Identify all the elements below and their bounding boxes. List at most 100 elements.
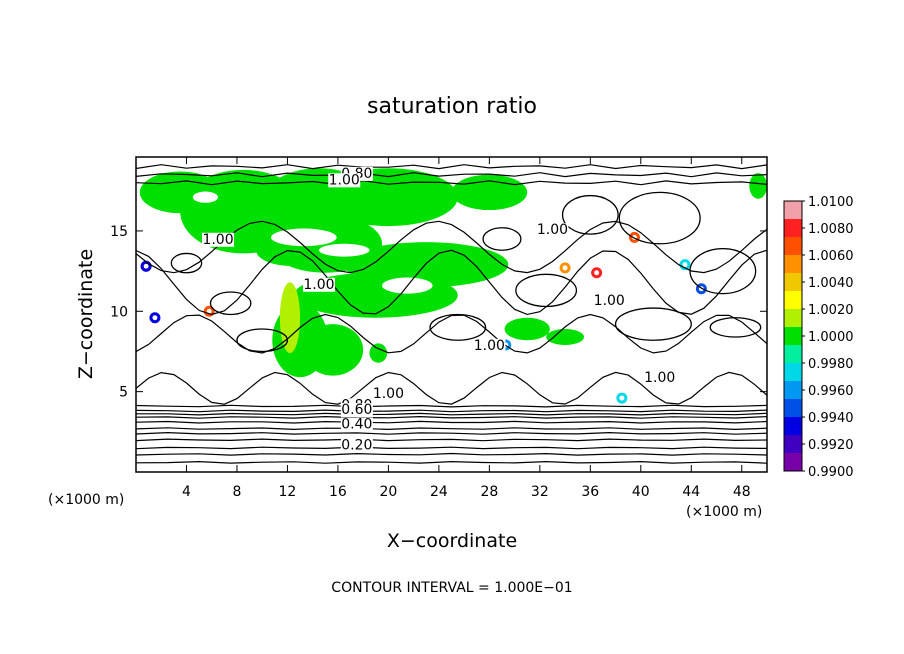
contour-line: [136, 172, 767, 178]
y-tick-label: 10: [110, 304, 128, 320]
x-tick-label: 8: [232, 484, 241, 500]
contour-label: 1.00: [329, 172, 360, 188]
contour-label: 0.40: [341, 417, 372, 433]
x-tick-label: 36: [581, 484, 599, 500]
subsaturated-hole: [192, 191, 219, 203]
contour-label-bg: [372, 387, 405, 402]
contour-cell: [236, 328, 289, 353]
colorbar-label: 0.9960: [808, 384, 854, 399]
x-tick-label: 44: [682, 484, 700, 500]
contour-label-bg: [643, 371, 676, 385]
x-tick-label: 4: [182, 484, 191, 500]
contour-cell: [614, 307, 692, 341]
contour-line: [136, 180, 767, 186]
supersaturated-region: [451, 174, 528, 211]
supersaturated-region: [302, 324, 364, 376]
contour-line: [136, 431, 767, 435]
contour-line: [136, 427, 767, 431]
colorbar-swatch: [784, 345, 802, 364]
contour-line: [136, 412, 767, 416]
contour-label: 0.60: [341, 402, 372, 418]
colorbar-label: 1.0080: [808, 222, 854, 237]
x-tick-label: 28: [480, 484, 498, 500]
colorbar-swatch: [784, 435, 802, 454]
rim-spot: [616, 392, 628, 404]
x-tick-label: 48: [733, 484, 751, 500]
x-tick-label: 20: [379, 484, 397, 500]
subsaturated-hole: [318, 243, 370, 257]
colorbar: 1.0100 1.0080 1.0060 1.0040 1.0020 1.0000 0.99…: [783, 195, 854, 480]
colorbar-label: 0.9900: [808, 465, 854, 480]
colorbar-label: 1.0060: [808, 249, 854, 264]
x-tick-label: 24: [430, 484, 448, 500]
colorbar-swatch: [784, 201, 802, 220]
rim-spot: [591, 267, 603, 279]
colorbar-swatch: [784, 219, 802, 238]
contour-cell: [709, 317, 762, 338]
x-unit-right: (×1000 m): [686, 504, 762, 520]
contour-label-bg: [473, 338, 506, 353]
supersaturated-region: [369, 343, 388, 363]
contour-label: 1.00: [594, 293, 625, 309]
colorbar-swatch: [784, 291, 802, 310]
contour-cell: [689, 247, 757, 295]
x-tick-label: 32: [531, 484, 549, 500]
rim-spot: [203, 305, 215, 317]
contour-interval-note: CONTOUR INTERVAL = 1.000E−01: [331, 580, 572, 596]
contour-cell: [429, 313, 487, 341]
contour-line: [136, 420, 767, 424]
colorbar-swatch: [784, 363, 802, 382]
colorbar-label: 0.9940: [808, 411, 854, 426]
contour-labels: 0.801.001.001.001.001.001.001.001.000.80…: [202, 166, 676, 454]
contour-line: [136, 404, 767, 408]
colorbar-swatch: [784, 327, 802, 346]
colorbar-label: 1.0020: [808, 303, 854, 318]
contour-line: [136, 460, 767, 464]
contour-line: [136, 446, 767, 450]
contour-label: 1.00: [537, 222, 568, 238]
x-tick-label: 40: [632, 484, 650, 500]
x-unit-left: (×1000 m): [48, 492, 124, 508]
contour-line: [136, 371, 767, 405]
contour-line: [136, 164, 767, 170]
contour-label: 1.00: [644, 370, 675, 386]
contour-line: [136, 415, 767, 419]
y-tick-label: 5: [119, 385, 128, 401]
colorbar-swatch: [784, 453, 802, 472]
contour-label-bg: [202, 232, 235, 247]
contour-label-bg: [340, 438, 373, 453]
colorbar-label: 1.0040: [808, 276, 854, 291]
supersaturated-region: [504, 317, 550, 341]
colorbar-swatch: [784, 417, 802, 436]
subsaturated-hole: [271, 228, 337, 247]
contour-label-bg: [593, 293, 626, 308]
contour-cell: [482, 227, 522, 251]
contour-lines: [136, 164, 767, 464]
y-axis-label: Z−coordinate: [75, 249, 97, 379]
contour-label-bg: [340, 417, 373, 432]
contour-label: 1.00: [373, 386, 404, 402]
colorbar-swatch: [784, 273, 802, 292]
colorbar-label: 1.0100: [808, 195, 854, 210]
supersaturated-region: [749, 173, 767, 199]
contour-label-bg: [328, 173, 361, 188]
x-tick-label: 16: [329, 484, 347, 500]
y-tick-label: 15: [110, 224, 128, 240]
x-tick-label: 12: [279, 484, 297, 500]
contour-label: 1.00: [202, 232, 233, 248]
contour-cell: [561, 194, 619, 235]
contour-cell: [618, 191, 701, 245]
contour-label: 1.00: [303, 277, 334, 293]
plot-frame: [135, 156, 768, 473]
contour-line: [136, 313, 767, 354]
colorbar-swatch: [784, 309, 802, 328]
rim-spot: [628, 231, 640, 243]
x-axis-ticks: 4 8 12 16 20 24 28 32 36 40 44 48: [182, 157, 751, 500]
colorbar-swatch: [784, 255, 802, 274]
contour-label: 0.20: [341, 438, 372, 454]
contour-line: [136, 452, 767, 456]
chart-title: saturation ratio: [367, 94, 537, 119]
contour-line: [136, 438, 767, 442]
supersaturated-region: [546, 328, 585, 346]
